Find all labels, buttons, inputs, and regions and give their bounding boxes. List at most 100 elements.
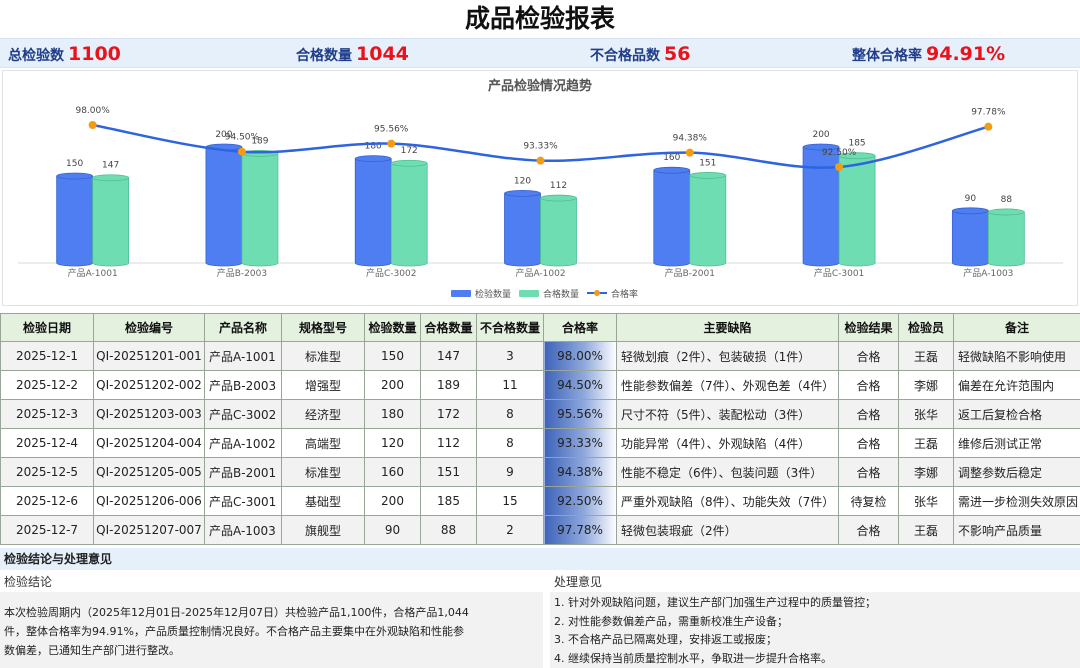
bar-inspected bbox=[205, 147, 243, 267]
table-row: 2025-12-4 QI-20251204-004 产品A-1002 高端型 120 11… bbox=[0, 428, 1080, 458]
conclusion-heading: 检验结论与处理意见 bbox=[0, 548, 1080, 570]
bar-qualified bbox=[987, 211, 1025, 267]
cell-result: 合格 bbox=[838, 457, 899, 487]
bar-inspected bbox=[56, 176, 94, 267]
cell-model: 旗舰型 bbox=[281, 515, 365, 545]
pass-rate-point bbox=[835, 163, 844, 171]
cell-product: 产品B-2001 bbox=[204, 457, 282, 487]
pass-rate-point bbox=[536, 156, 545, 165]
bar-value-label: 200 bbox=[215, 130, 232, 140]
conclusion-panel bbox=[0, 592, 543, 668]
cell-product: 产品C-3002 bbox=[204, 399, 282, 429]
cell-inspector: 王磊 bbox=[898, 428, 954, 458]
bar-value-label: 189 bbox=[251, 136, 268, 146]
cell-date: 2025-12-6 bbox=[0, 486, 94, 516]
bar-qualified bbox=[390, 163, 428, 267]
category-tick-label: 产品B-2001 bbox=[665, 267, 715, 279]
column-header: 检验员 bbox=[898, 313, 954, 342]
bar-qualified bbox=[92, 177, 130, 267]
table-header-row: 检验日期 检验编号 产品名称 规格型号 检验数量 合格数量 不合格数量 合格率 主要缺陷 检验结果… bbox=[0, 313, 1080, 342]
pass-rate-label: 94.38% bbox=[673, 134, 708, 144]
table-row: 2025-12-7 QI-20251207-007 产品A-1003 旗舰型 90 88 2… bbox=[0, 515, 1080, 545]
cell-pass-rate: 92.50% bbox=[543, 486, 617, 516]
legend-marker bbox=[594, 290, 600, 296]
cell-inspected: 200 bbox=[364, 486, 421, 516]
kpi-label: 总检验数 bbox=[8, 48, 64, 64]
cell-defect-detail: 性能不稳定（6件）、包装问题（3件） bbox=[616, 457, 839, 487]
cell-model: 标准型 bbox=[281, 457, 365, 487]
cell-result: 合格 bbox=[838, 341, 899, 371]
cell-product: 产品A-1001 bbox=[204, 341, 282, 371]
cell-defects: 11 bbox=[476, 370, 544, 400]
cell-id: QI-20251207-007 bbox=[93, 515, 205, 545]
cell-pass-rate: 93.33% bbox=[543, 428, 617, 458]
cell-remark: 不影响产品质量 bbox=[953, 515, 1080, 545]
conclusion-text: 本次检验周期内（2025年12月01日-2025年12月07日）共检验产品1,1… bbox=[4, 606, 469, 657]
cell-defects: 2 bbox=[476, 515, 544, 545]
bar-inspected bbox=[951, 210, 989, 267]
cell-product: 产品A-1002 bbox=[204, 428, 282, 458]
action-item: 2. 对性能参数偏差产品，需重新校准生产设备； bbox=[554, 614, 788, 628]
cell-qualified: 112 bbox=[420, 428, 477, 458]
cell-product: 产品C-3001 bbox=[204, 486, 282, 516]
cell-id: QI-20251203-003 bbox=[93, 399, 205, 429]
chart-canvas: 产品检验情况趋势 150 147 产品A-1001 200 189 产品B-2003 180 1… bbox=[18, 78, 1063, 300]
cell-defects: 8 bbox=[476, 399, 544, 429]
cell-model: 增强型 bbox=[281, 370, 365, 400]
cell-pass-rate: 98.00% bbox=[543, 341, 617, 371]
bar-cap bbox=[390, 159, 428, 167]
pass-rate-label: 93.33% bbox=[523, 142, 558, 152]
table-row: 2025-12-5 QI-20251205-005 产品B-2001 标准型 160 15… bbox=[0, 457, 1080, 487]
bar-value-label: 147 bbox=[102, 161, 119, 171]
column-header: 检验数量 bbox=[364, 313, 421, 342]
kpi-overall-pass-rate: 整体合格率 94.91% bbox=[852, 39, 1005, 69]
legend-swatch bbox=[519, 290, 539, 297]
category-tick-label: 产品C-3002 bbox=[366, 267, 416, 279]
table-row: 2025-12-1 QI-20251201-001 产品A-1001 标准型 150 14… bbox=[0, 341, 1080, 371]
cell-date: 2025-12-4 bbox=[0, 428, 94, 458]
bar-inspected bbox=[802, 147, 840, 267]
bar-cap bbox=[92, 174, 130, 182]
cell-defects: 15 bbox=[476, 486, 544, 516]
cell-inspected: 120 bbox=[364, 428, 421, 458]
bar-value-label: 172 bbox=[401, 146, 418, 156]
kpi-summary-bar: 总检验数 1100 合格数量 1044 不合格品数 56 整体合格率 94.91% bbox=[0, 38, 1080, 68]
bar-inspected bbox=[504, 193, 541, 267]
cell-date: 2025-12-7 bbox=[0, 515, 94, 545]
kpi-value: 1044 bbox=[356, 43, 409, 65]
cell-model: 标准型 bbox=[281, 341, 365, 371]
kpi-label: 整体合格率 bbox=[852, 48, 922, 64]
cell-result: 合格 bbox=[838, 399, 899, 429]
column-header: 主要缺陷 bbox=[616, 313, 839, 342]
cell-result: 合格 bbox=[838, 515, 899, 545]
cell-inspector: 张华 bbox=[898, 399, 954, 429]
cell-id: QI-20251205-005 bbox=[93, 457, 205, 487]
cell-remark: 需进一步检测失效原因 bbox=[953, 486, 1080, 516]
chart-title: 产品检验情况趋势 bbox=[488, 78, 592, 94]
cell-remark: 维修后测试正常 bbox=[953, 428, 1080, 458]
column-header: 检验日期 bbox=[0, 313, 94, 342]
cell-id: QI-20251204-004 bbox=[93, 428, 205, 458]
report-title: 成品检验报表 bbox=[464, 4, 615, 33]
bar-cap bbox=[504, 190, 541, 197]
bar-cap bbox=[354, 155, 392, 162]
column-header: 合格率 bbox=[543, 313, 617, 342]
pass-rate-label: 92.50% bbox=[822, 148, 857, 158]
bar-cap bbox=[653, 166, 691, 174]
pass-rate-point bbox=[237, 147, 246, 156]
cell-qualified: 147 bbox=[420, 341, 477, 371]
table-row: 2025-12-2 QI-20251202-002 产品B-2003 增强型 200 18… bbox=[0, 370, 1080, 400]
cell-model: 基础型 bbox=[281, 486, 365, 516]
bar-value-label: 160 bbox=[663, 153, 680, 163]
category-tick-label: 产品A-1002 bbox=[515, 267, 565, 279]
cell-defect-detail: 性能参数偏差（7件）、外观色差（4件） bbox=[616, 370, 839, 400]
action-item: 4. 继续保持当前质量控制水平，争取进一步提升合格率。 bbox=[554, 651, 832, 665]
bar-value-label: 185 bbox=[848, 139, 865, 149]
cell-defect-detail: 严重外观缺陷（8件）、功能失效（7件） bbox=[616, 486, 839, 516]
pass-rate-point bbox=[984, 122, 993, 131]
cell-date: 2025-12-5 bbox=[0, 457, 94, 487]
cell-id: QI-20251206-006 bbox=[93, 486, 205, 516]
cell-pass-rate: 94.38% bbox=[543, 457, 617, 487]
legend-swatch bbox=[451, 290, 471, 297]
pass-rate-point bbox=[88, 121, 97, 129]
